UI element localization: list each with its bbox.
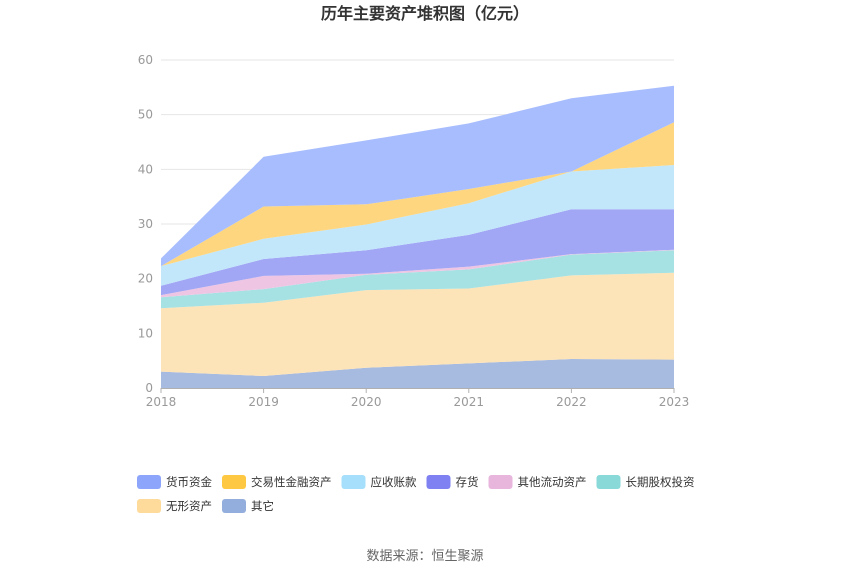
x-tick-label: 2019 [248, 395, 279, 409]
area-series-2[interactable] [161, 250, 674, 309]
x-tick-label: 2022 [556, 395, 587, 409]
y-tick-label: 50 [138, 108, 153, 122]
area-series-1[interactable] [161, 272, 674, 376]
legend-label: 无形资产 [166, 499, 212, 513]
legend-swatch [488, 475, 513, 489]
legend-item[interactable]: 其它 [222, 499, 274, 513]
legend-swatch [341, 475, 366, 489]
area-series-5[interactable] [161, 165, 674, 286]
area-series-4[interactable] [161, 209, 674, 296]
legend-label: 存货 [456, 475, 479, 489]
chart-title: 历年主要资产堆积图（亿元） [321, 4, 529, 23]
x-tick-label: 2023 [659, 395, 690, 409]
x-tick-label: 2018 [146, 395, 177, 409]
legend-swatch [222, 475, 246, 489]
area-series-0[interactable] [161, 359, 674, 388]
legend-label: 交易性金融资产 [251, 475, 332, 489]
y-tick-label: 10 [138, 326, 153, 340]
area-series-7[interactable] [161, 85, 674, 267]
y-tick-label: 60 [138, 53, 153, 67]
axes: 0 10 20 30 40 50 60 2018 2019 2020 2021 2022 2023 [138, 53, 690, 409]
data-source-note: 数据来源：恒生聚源 [366, 549, 483, 564]
legend-swatch [137, 475, 161, 489]
legend-item[interactable]: 应收账款 [341, 475, 417, 489]
area-series-3[interactable] [161, 249, 674, 298]
y-tick-label: 0 [145, 381, 153, 395]
y-tick-label: 30 [138, 217, 153, 231]
legend-item[interactable]: 无形资产 [137, 499, 212, 513]
y-tick-label: 40 [138, 162, 153, 176]
legend-item[interactable]: 存货 [426, 475, 479, 489]
legend-item[interactable]: 货币资金 [137, 475, 212, 489]
x-tick-label: 2020 [351, 395, 382, 409]
legend-label: 其他流动资产 [518, 475, 587, 489]
legend-swatch [222, 499, 246, 513]
legend-swatch [426, 475, 451, 489]
legend-label: 其它 [251, 499, 274, 513]
area-series [161, 85, 674, 388]
legend-swatch [596, 475, 621, 489]
legend-label: 应收账款 [371, 475, 417, 489]
legend-swatch [137, 499, 161, 513]
area-series-6[interactable] [161, 122, 674, 267]
legend-item[interactable]: 其他流动资产 [488, 475, 587, 489]
x-tick-label: 2021 [454, 395, 485, 409]
y-tick-label: 20 [138, 272, 153, 286]
legend-label: 长期股权投资 [626, 475, 695, 489]
legend-item[interactable]: 长期股权投资 [596, 475, 695, 489]
legend-label: 货币资金 [166, 475, 212, 489]
legend-item[interactable]: 交易性金融资产 [222, 475, 332, 489]
